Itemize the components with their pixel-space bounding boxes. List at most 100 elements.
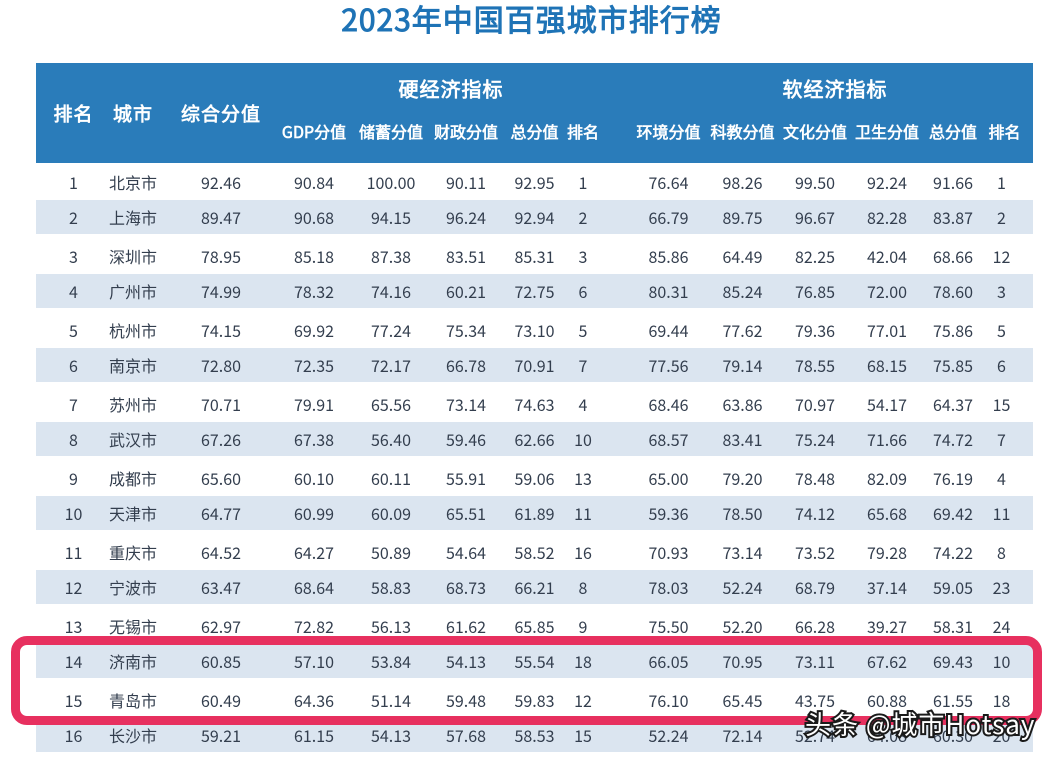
cell-hard_total: 66.21: [514, 575, 555, 599]
cell-fiscal_score: 57.68: [446, 723, 486, 747]
cell-savings_score: 51.14: [371, 687, 411, 712]
cell-sci_edu_score: 79.20: [722, 465, 763, 490]
cell-composite_score: 60.85: [201, 649, 241, 673]
cell-city: 重庆市: [108, 539, 158, 564]
cell-composite_score: 60.49: [201, 687, 241, 712]
cell-soft_total: 83.87: [933, 205, 973, 229]
cell-sci_edu_score: 72.14: [722, 723, 763, 747]
cell-city: 南京市: [108, 353, 158, 377]
cell-city: 苏州市: [108, 391, 158, 416]
cell-env_score: 66.05: [648, 649, 689, 673]
cell-fiscal_score: 59.46: [446, 427, 486, 451]
cell-savings_score: 53.84: [371, 649, 411, 673]
table-row: 9 成都市 65.60 60.10 60.11 55.91 59.06 13 65.00 79.2…: [36, 459, 1033, 496]
cell-hard_total: 55.54: [514, 649, 555, 673]
header-composite-score: 综合分值: [180, 99, 262, 127]
cell-hard_total: 58.53: [514, 723, 555, 747]
cell-city: 北京市: [108, 169, 158, 194]
cell-savings_score: 58.83: [371, 575, 411, 599]
cell-sci_edu_score: 70.95: [722, 649, 763, 673]
cell-soft_total: 75.86: [933, 317, 973, 342]
cell-gdp_score: 69.92: [294, 317, 334, 342]
cell-env_score: 69.44: [648, 317, 689, 342]
cell-city: 成都市: [108, 465, 158, 490]
cell-env_score: 68.57: [648, 427, 689, 451]
cell-hard_rank: 2: [578, 205, 588, 229]
cell-city: 天津市: [108, 501, 158, 525]
cell-health_score: 72.00: [867, 279, 907, 303]
cell-city: 青岛市: [108, 687, 158, 712]
cell-hard_total: 59.83: [514, 687, 555, 712]
cell-rank: 3: [69, 243, 78, 268]
cell-health_score: 37.14: [867, 575, 907, 599]
cell-gdp_score: 72.35: [294, 353, 334, 377]
cell-health_score: 79.28: [867, 539, 907, 564]
cell-hard_total: 73.10: [514, 317, 555, 342]
cell-hard_total: 92.94: [514, 205, 555, 229]
cell-sci_edu_score: 85.24: [722, 279, 763, 303]
cell-culture_score: 99.50: [795, 169, 835, 194]
table-row: 6 南京市 72.80 72.35 72.17 66.78 70.91 7 77.56 79.14…: [36, 348, 1033, 385]
cell-hard_total: 70.91: [514, 353, 555, 377]
cell-soft_total: 60.30: [933, 723, 973, 747]
cell-health_score: 77.01: [867, 317, 907, 342]
header-fiscal-score: 财政分值: [433, 119, 499, 143]
cell-env_score: 75.50: [648, 613, 689, 638]
cell-composite_score: 74.99: [201, 279, 241, 303]
table-row: 8 武汉市 67.26 67.38 56.40 59.46 62.66 10 68.57 83.4…: [36, 422, 1033, 459]
cell-soft_total: 78.60: [933, 279, 973, 303]
cell-savings_score: 54.13: [371, 723, 411, 747]
cell-env_score: 76.64: [648, 169, 689, 194]
cell-city: 杭州市: [108, 317, 158, 342]
cell-city: 宁波市: [108, 575, 158, 599]
cell-culture_score: 73.52: [795, 539, 835, 564]
cell-hard_total: 59.06: [514, 465, 555, 490]
cell-soft_rank: 10: [992, 649, 1011, 673]
cell-sci_edu_score: 52.24: [722, 575, 763, 599]
header-hard-total: 总分值: [510, 119, 559, 143]
cell-rank: 4: [69, 279, 78, 303]
cell-soft_rank: 24: [992, 613, 1011, 638]
header-group-hard-economy: 硬经济指标: [398, 73, 504, 103]
cell-fiscal_score: 83.51: [446, 243, 486, 268]
cell-city: 济南市: [108, 649, 158, 673]
cell-soft_total: 75.85: [933, 353, 973, 377]
cell-soft_total: 68.66: [933, 243, 973, 268]
cell-gdp_score: 67.38: [294, 427, 334, 451]
header-gdp-score: GDP分值: [281, 119, 347, 143]
cell-gdp_score: 61.15: [294, 723, 334, 747]
table-row: 15 青岛市 60.49 64.36 51.14 59.48 59.83 12 76.10 65.…: [36, 681, 1033, 718]
header-city: 城市: [112, 99, 154, 127]
cell-hard_rank: 15: [574, 723, 592, 747]
cell-env_score: 68.46: [648, 391, 689, 416]
cell-fiscal_score: 96.24: [446, 205, 486, 229]
cell-savings_score: 56.13: [371, 613, 411, 638]
cell-culture_score: 68.79: [795, 575, 835, 599]
cell-health_score: 64.08: [867, 723, 907, 747]
cell-health_score: 82.28: [867, 205, 907, 229]
header-rank: 排名: [53, 99, 94, 127]
cell-soft_total: 74.22: [933, 539, 973, 564]
cell-composite_score: 64.77: [201, 501, 241, 525]
cell-fiscal_score: 90.11: [446, 169, 486, 194]
cell-gdp_score: 57.10: [294, 649, 334, 673]
cell-fiscal_score: 55.91: [446, 465, 486, 490]
cell-soft_rank: 12: [992, 243, 1011, 268]
table-row: 4 广州市 74.99 78.32 74.16 60.21 72.75 6 80.31 85.24…: [36, 274, 1033, 311]
cell-city: 武汉市: [108, 427, 158, 451]
cell-savings_score: 60.09: [371, 501, 411, 525]
cell-hard_rank: 7: [578, 353, 588, 377]
cell-soft_total: 76.19: [933, 465, 973, 490]
cell-rank: 7: [69, 391, 78, 416]
cell-hard_total: 61.89: [514, 501, 555, 525]
cell-gdp_score: 72.82: [294, 613, 334, 638]
cell-hard_total: 58.52: [514, 539, 555, 564]
cell-hard_rank: 9: [578, 613, 588, 638]
cell-fiscal_score: 65.51: [446, 501, 486, 525]
cell-culture_score: 75.24: [795, 427, 835, 451]
cell-gdp_score: 85.18: [294, 243, 334, 268]
cell-hard_rank: 6: [578, 279, 588, 303]
table-row: 5 杭州市 74.15 69.92 77.24 75.34 73.10 5 69.44 77.62…: [36, 311, 1033, 348]
header-savings-score: 储蓄分值: [358, 119, 424, 143]
